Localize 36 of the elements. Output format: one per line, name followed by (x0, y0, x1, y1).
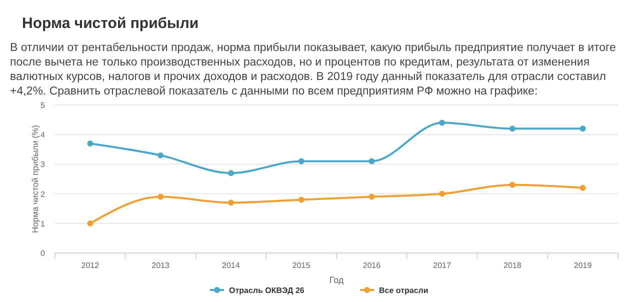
point (439, 190, 446, 197)
y-tick-label: 0 (40, 249, 46, 258)
point (87, 140, 94, 146)
point (580, 184, 586, 191)
y-tick-label: 4 (40, 130, 46, 140)
point (87, 220, 94, 226)
point (298, 158, 304, 164)
x-tick-label: 2014 (222, 261, 240, 270)
x-tick-label: 2015 (292, 261, 311, 270)
y-tick-label: 5 (40, 101, 46, 110)
x-axis-title: Год (329, 275, 344, 285)
y-tick-label: 2 (40, 190, 46, 199)
legend-label: Отрасль ОКВЭД 26 (229, 286, 305, 295)
y-tick-label: 1 (40, 219, 46, 228)
point (158, 194, 164, 200)
x-tick-label: 2017 (433, 261, 452, 270)
y-tick-label: 3 (40, 160, 46, 170)
chart-subtitle: В отличии от рентабельности продаж, норма прибыли показывает, какую прибыль предприятие получает в итоге после вычета не только производственных расходов, но и процентов по кредитам, результата от изменения валютных курсов, налогов и прочих доходов и расходов. В 2019 году данный показатель для отрасли составил +4,2%. Сравнить отраслевой показатель с данными по всем предприятиям РФ можно на графике: (10, 42, 616, 98)
point (298, 196, 304, 203)
point (368, 158, 375, 164)
x-tick-label: 2018 (504, 261, 522, 270)
legend-label: Все отрасли (379, 286, 428, 295)
x-tick-label: 2012 (81, 261, 100, 270)
chart-title: Норма чистой прибыли (22, 15, 199, 32)
point (509, 182, 516, 188)
x-tick-label: 2019 (574, 261, 592, 270)
y-axis-title: Норма чистой прибыли (%) (30, 124, 40, 233)
point (158, 152, 164, 158)
point (228, 170, 234, 176)
x-tick-label: 2016 (362, 261, 382, 270)
point (368, 194, 375, 200)
point (439, 120, 446, 126)
x-tick-label: 2013 (152, 261, 170, 270)
point (580, 126, 586, 132)
point (509, 126, 516, 132)
point (228, 200, 234, 206)
